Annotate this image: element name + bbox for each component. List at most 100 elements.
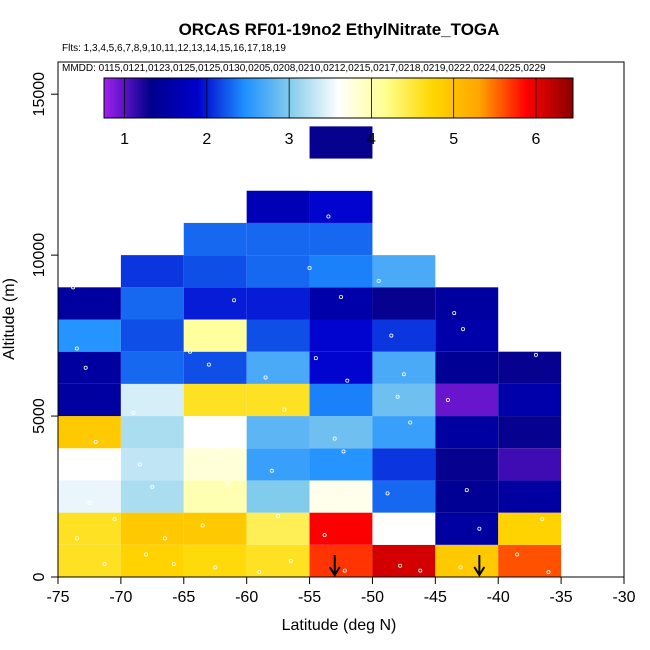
heatmap-cell (58, 319, 121, 352)
sample-point (213, 565, 218, 570)
sample-point (225, 481, 230, 486)
heatmap-cell (183, 351, 247, 384)
heatmap-cell (58, 287, 121, 320)
sample-point (398, 563, 403, 568)
heatmap-cell (372, 544, 436, 577)
sample-point (515, 552, 520, 557)
x-tick-label: -55 (298, 589, 321, 606)
chart-title: ORCAS RF01-19no2 EthylNitrate_TOGA (179, 20, 500, 39)
sample-point (332, 436, 337, 441)
heatmap-cell (498, 480, 562, 513)
x-tick-label: -30 (612, 589, 635, 606)
heatmap-cell (120, 351, 184, 384)
sample-point (263, 375, 268, 380)
sample-point (345, 378, 350, 383)
sample-point (219, 446, 224, 451)
down-arrow-icon (473, 555, 486, 577)
sample-point (458, 565, 463, 570)
heatmap-cell (246, 512, 310, 545)
heatmap-cell (435, 319, 499, 352)
x-tick-label: -40 (487, 589, 510, 606)
sample-point (307, 265, 312, 270)
heatmap-cell (309, 512, 373, 545)
heatmap-cell (120, 480, 184, 513)
heatmap-cell (183, 383, 247, 417)
heatmap-cell (372, 480, 436, 513)
heatmap-cell (498, 512, 562, 545)
sample-point (338, 294, 343, 299)
x-tick-label: -65 (172, 589, 195, 606)
heatmap-cell (498, 448, 562, 481)
heatmap-cell (435, 544, 499, 577)
heatmap-cell (183, 512, 247, 545)
heatmap-cell (58, 512, 121, 545)
x-tick-label: -70 (109, 589, 132, 606)
heatmap-cell (58, 351, 121, 384)
heatmap-cell (372, 319, 436, 352)
heatmap-cell (120, 416, 184, 449)
x-tick-label: -45 (424, 589, 447, 606)
heatmap-cell (498, 544, 562, 577)
heatmap-cell (246, 287, 310, 320)
heatmap-cell (120, 319, 184, 352)
heatmap-cell (309, 544, 373, 577)
x-axis: -75 -70 -65 -60 -55 -50 -45 -40 -35 -30 (46, 577, 636, 606)
sample-point (477, 526, 482, 531)
x-tick-label: -50 (361, 589, 384, 606)
heatmap-cell (183, 287, 247, 320)
sample-point (93, 439, 98, 444)
sample-point (87, 500, 92, 505)
heatmap-cell (309, 448, 373, 481)
heatmap-cell (246, 319, 310, 352)
sample-point (395, 394, 400, 399)
heatmap-cell (246, 383, 310, 417)
heatmap-cell (183, 255, 247, 288)
heatmap-cell (309, 255, 373, 288)
sample-point (232, 298, 237, 303)
heatmap-cell (435, 287, 499, 320)
sample-point (322, 533, 327, 538)
heatmap-cell (372, 255, 436, 288)
heatmap-cell (246, 222, 310, 256)
colorbar-tick-label: 3 (285, 131, 294, 148)
heatmap-cell (435, 448, 499, 481)
sample-point (418, 568, 423, 573)
heatmap-cell (498, 383, 562, 417)
y-tick-label: 5000 (31, 398, 48, 434)
heatmap-cell (309, 158, 373, 191)
heatmap-cell (435, 383, 499, 417)
sample-point (150, 484, 155, 489)
heatmap-cell (309, 383, 373, 417)
sample-point (257, 570, 262, 575)
heatmap-cell (246, 190, 310, 223)
heatmap-cell (183, 319, 247, 352)
heatmap-cell (246, 351, 310, 384)
heatmap-cell (435, 351, 499, 384)
heatmap-cell (372, 287, 436, 320)
sample-point (533, 352, 538, 357)
heatmap-cell (120, 255, 184, 288)
heatmap-cell (183, 416, 247, 449)
sample-point (112, 517, 117, 522)
heatmap-cell (246, 544, 310, 577)
sample-point (288, 558, 293, 563)
heatmap-cell (58, 544, 121, 577)
heatmap-cell (120, 448, 184, 481)
heatmap-cell (183, 544, 247, 577)
y-axis-label: Altitude (m) (1, 278, 18, 360)
heatmap-cell (435, 480, 499, 513)
sample-point (380, 533, 385, 538)
heatmap-cell (435, 416, 499, 449)
sample-point (408, 420, 413, 425)
heatmap-cell (246, 448, 310, 481)
sample-point (347, 491, 352, 496)
heatmap-cell (120, 512, 184, 545)
sample-point (313, 356, 318, 361)
sample-point (71, 285, 76, 290)
colorbar-tick-label: 1 (120, 131, 129, 148)
sample-point (385, 491, 390, 496)
sample-points (71, 214, 551, 575)
flights-label: Flts: 1,3,4,5,6,7,8,9,10,11,12,13,14,15,… (62, 43, 286, 54)
heatmap-cell (309, 190, 373, 223)
